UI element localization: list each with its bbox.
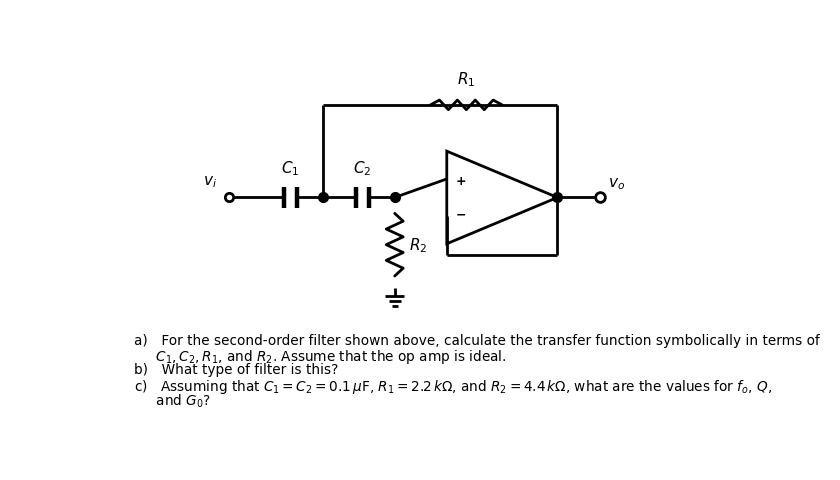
- Text: $R_2$: $R_2$: [409, 236, 428, 254]
- Text: and $G_0$?: and $G_0$?: [134, 392, 211, 409]
- Text: $C_1$: $C_1$: [281, 159, 300, 178]
- Text: $v_i$: $v_i$: [203, 174, 217, 190]
- Text: +: +: [456, 175, 466, 188]
- Text: $C_2$: $C_2$: [353, 159, 371, 178]
- Text: b) What type of filter is this?: b) What type of filter is this?: [134, 362, 339, 376]
- Text: −: −: [456, 208, 466, 221]
- Text: $R_1$: $R_1$: [457, 71, 475, 89]
- Text: $C_1, C_2, R_1$, and $R_2$. Assume that the op amp is ideal.: $C_1, C_2, R_1$, and $R_2$. Assume that …: [134, 348, 507, 366]
- Text: $v_o$: $v_o$: [607, 176, 625, 192]
- Text: a) For the second-order filter shown above, calculate the transfer function symb: a) For the second-order filter shown abo…: [134, 333, 820, 347]
- Text: c) Assuming that $C_1 = C_2 = 0.1\,\mu$F, $R_1 = 2.2\,k\Omega$, and $R_2 = 4.4\,: c) Assuming that $C_1 = C_2 = 0.1\,\mu$F…: [134, 377, 773, 395]
